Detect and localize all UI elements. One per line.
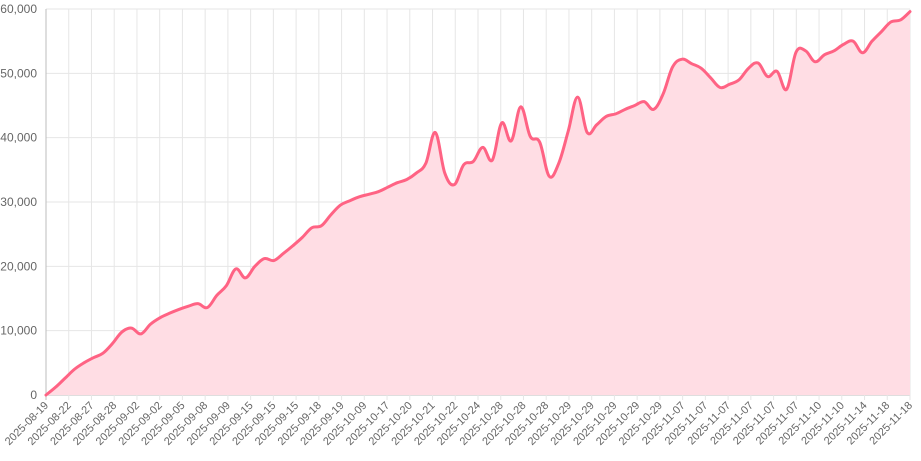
y-tick-label: 0 — [30, 388, 37, 402]
y-tick-label: 10,000 — [0, 324, 37, 338]
x-axis-tick-labels: 2025-08-192025-08-222025-08-272025-08-28… — [3, 400, 915, 448]
y-axis-tick-labels: 0 10,000 20,000 30,000 40,000 50,000 60,000 — [0, 2, 37, 402]
y-tick-label: 50,000 — [0, 66, 37, 80]
y-tick-label: 40,000 — [0, 131, 37, 145]
series-line — [44, 10, 912, 397]
y-tick-label: 20,000 — [0, 259, 37, 273]
y-tick-label: 30,000 — [0, 195, 37, 209]
y-tick-label: 60,000 — [0, 2, 37, 16]
series-area-fill — [46, 11, 910, 395]
